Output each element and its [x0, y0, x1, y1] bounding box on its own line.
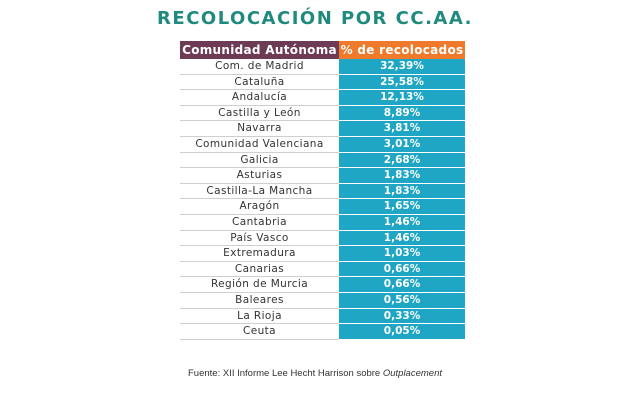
percentage-value: 1,03%: [339, 246, 465, 262]
region-name: Ceuta: [180, 324, 339, 340]
percentage-value: 2,68%: [339, 152, 465, 169]
page-title: RECOLOCACIÓN POR CC.AA.: [157, 8, 473, 29]
region-name: Aragón: [180, 199, 339, 215]
source-text: Fuente: XII Informe Lee Hecht Harrison s…: [188, 368, 383, 379]
region-name: Región de Murcia: [180, 277, 339, 293]
percentage-value: 0,05%: [339, 324, 465, 340]
source-italic: Outplacement: [382, 368, 442, 379]
column-header-porcentaje: % de recolocados: [339, 41, 465, 59]
table-header: Comunidad Autónoma % de recolocados: [180, 41, 465, 59]
table-row: Cataluña 25,58%: [180, 74, 465, 91]
region-name: Cataluña: [180, 75, 339, 91]
percentage-value: 0,56%: [339, 292, 465, 309]
region-name: Extremadura: [180, 246, 339, 262]
table-row: Castilla-La Mancha 1,83%: [180, 183, 465, 200]
region-name: Baleares: [180, 293, 339, 309]
region-name: Canarias: [180, 262, 339, 278]
percentage-value: 0,33%: [339, 308, 465, 325]
table-row: Región de Murcia 0,66%: [180, 277, 465, 293]
percentage-value: 12,13%: [339, 90, 465, 106]
percentage-value: 1,65%: [339, 199, 465, 215]
region-name: Asturias: [180, 168, 339, 184]
percentage-value: 1,83%: [339, 168, 465, 184]
region-name: La Rioja: [180, 309, 339, 325]
table-row: Canarias 0,66%: [180, 261, 465, 278]
table-row: Baleares 0,56%: [180, 292, 465, 309]
table-row: Andalucía 12,13%: [180, 90, 465, 106]
table-row: Ceuta 0,05%: [180, 324, 465, 340]
table-row: Castilla y León 8,89%: [180, 105, 465, 122]
table-row: Galicia 2,68%: [180, 152, 465, 169]
table-row: La Rioja 0,33%: [180, 308, 465, 325]
region-name: País Vasco: [180, 231, 339, 247]
region-name: Castilla-La Mancha: [180, 184, 339, 200]
percentage-value: 0,66%: [339, 277, 465, 293]
percentage-value: 1,46%: [339, 230, 465, 247]
table-row: Comunidad Valenciana 3,01%: [180, 136, 465, 153]
percentage-value: 3,81%: [339, 121, 465, 137]
percentage-value: 1,46%: [339, 214, 465, 231]
region-name: Com. de Madrid: [180, 59, 339, 75]
table-row: Com. de Madrid 32,39%: [180, 59, 465, 75]
percentage-value: 32,39%: [339, 59, 465, 75]
region-name: Comunidad Valenciana: [180, 137, 339, 153]
table-row: Navarra 3,81%: [180, 121, 465, 137]
percentage-value: 1,83%: [339, 183, 465, 200]
table-row: Extremadura 1,03%: [180, 246, 465, 262]
percentage-value: 0,66%: [339, 261, 465, 278]
table-row: Asturias 1,83%: [180, 168, 465, 184]
region-name: Castilla y León: [180, 106, 339, 122]
percentage-value: 25,58%: [339, 74, 465, 91]
column-header-comunidad: Comunidad Autónoma: [180, 41, 339, 59]
percentage-value: 8,89%: [339, 105, 465, 122]
table-row: Aragón 1,65%: [180, 199, 465, 215]
region-name: Galicia: [180, 153, 339, 169]
table-row: Cantabria 1,46%: [180, 214, 465, 231]
percentage-value: 3,01%: [339, 136, 465, 153]
data-table: Comunidad Autónoma % de recolocados Com.…: [180, 41, 465, 340]
table-row: País Vasco 1,46%: [180, 230, 465, 247]
source-note: Fuente: XII Informe Lee Hecht Harrison s…: [0, 368, 630, 379]
table-body: Com. de Madrid 32,39% Cataluña 25,58% Andalu…: [180, 59, 465, 340]
region-name: Andalucía: [180, 90, 339, 106]
region-name: Cantabria: [180, 215, 339, 231]
region-name: Navarra: [180, 121, 339, 137]
